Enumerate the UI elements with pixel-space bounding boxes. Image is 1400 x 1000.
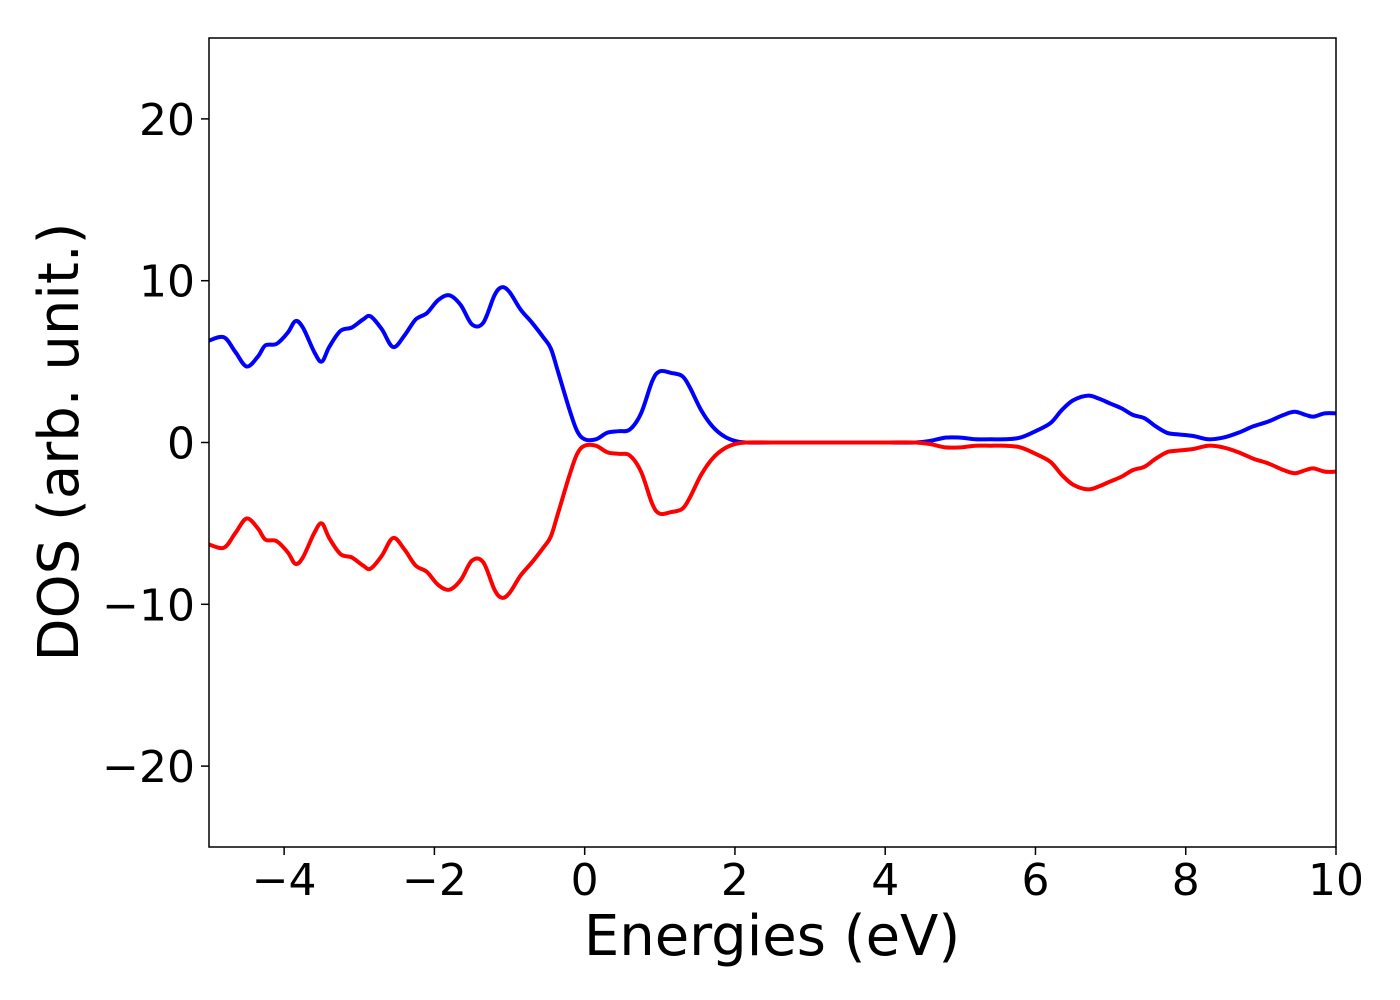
- dos-series-line-1: [208, 285, 1337, 445]
- y-tick-label: 10: [139, 257, 195, 308]
- x-tick-label: 0: [571, 855, 599, 906]
- y-tick-label: −10: [102, 580, 195, 631]
- series-layer: [208, 285, 1337, 600]
- x-tick-label: 2: [721, 855, 749, 906]
- x-axis-ticks: −4 −2 0 2 4 6 8 10: [252, 847, 1364, 906]
- y-tick-label: 20: [139, 95, 195, 146]
- y-axis-ticks: −20 −10 0 10 20: [102, 95, 209, 793]
- x-tick-label: 8: [1172, 855, 1200, 906]
- x-tick-label: −4: [252, 855, 317, 906]
- x-tick-label: −2: [402, 855, 467, 906]
- y-tick-label: 0: [167, 419, 195, 470]
- y-axis-label: DOS (arb. unit.): [27, 222, 92, 661]
- x-tick-label: 6: [1021, 855, 1049, 906]
- x-tick-label: 10: [1308, 855, 1364, 906]
- dos-series-line-2: [208, 440, 1337, 600]
- x-tick-label: 4: [871, 855, 899, 906]
- y-tick-label: −20: [102, 742, 195, 793]
- x-axis-label: Energies (eV): [584, 904, 960, 969]
